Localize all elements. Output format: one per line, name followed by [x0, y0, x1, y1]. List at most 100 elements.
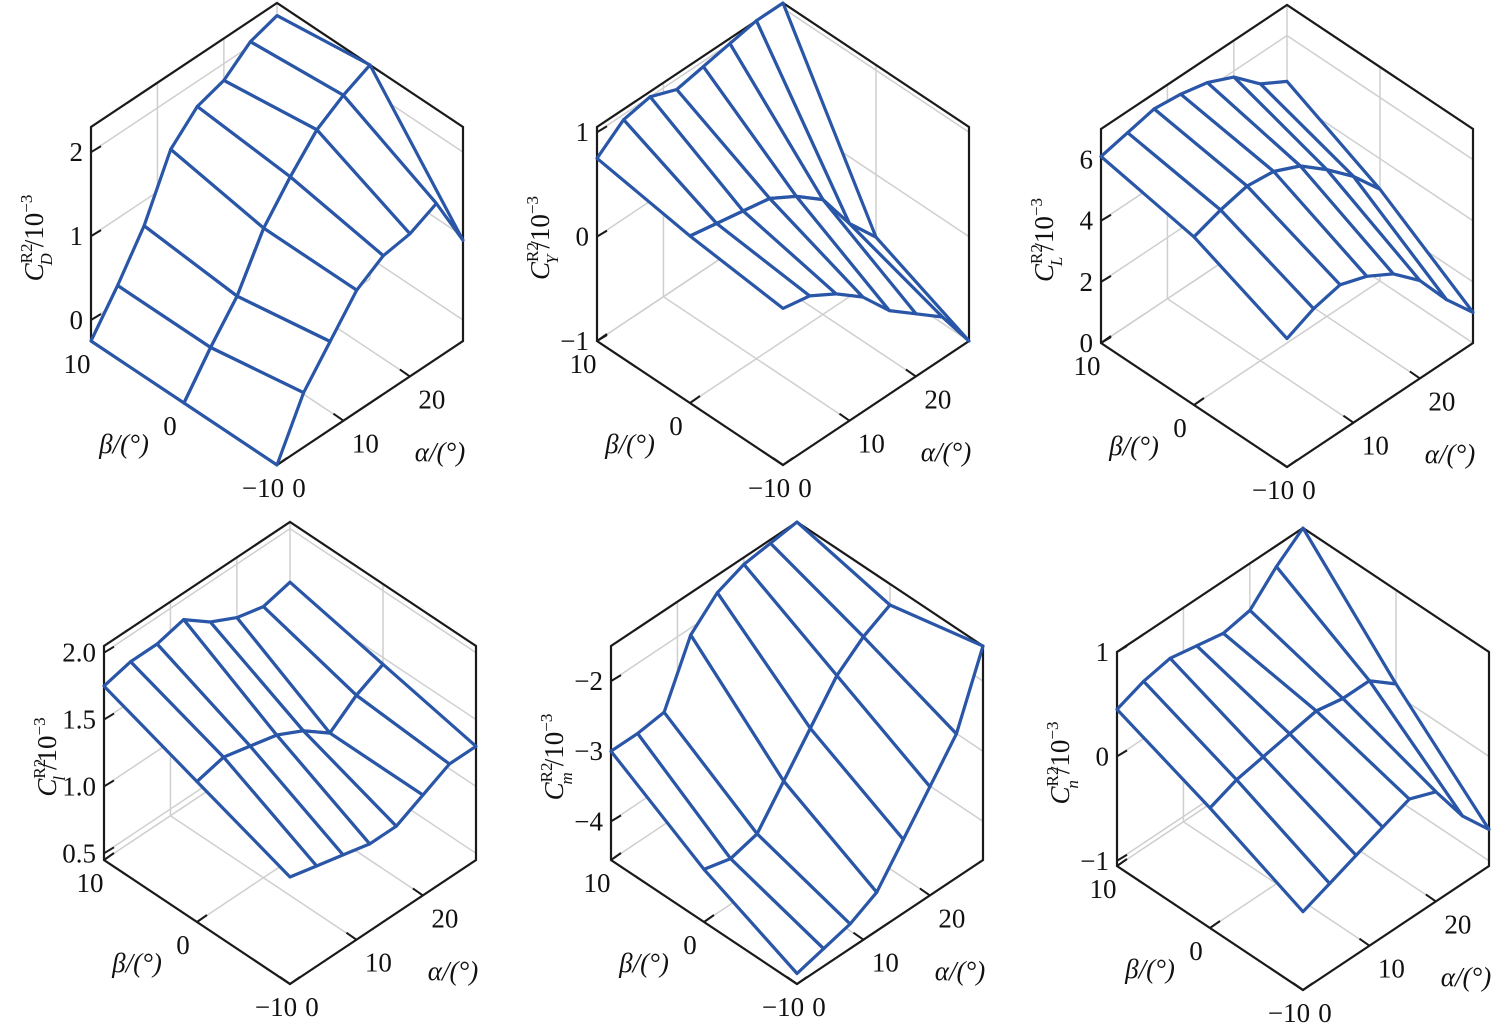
wall-gridline-z — [1286, 34, 1474, 161]
alpha-tick-label: 0 — [292, 473, 306, 503]
z-tick-mark — [610, 674, 622, 682]
z-axis-title-symbol: C — [1029, 263, 1059, 282]
z-axis-title-exp: −3 — [523, 196, 542, 214]
z-tick-mark — [1100, 213, 1112, 222]
beta-tick-mark — [1116, 858, 1128, 867]
beta-tick-label: 10 — [1090, 874, 1117, 904]
z-axis-title-sup: R2 — [1027, 244, 1046, 264]
z-tick-mark — [1116, 853, 1128, 862]
alpha-tick-mark — [1292, 982, 1304, 991]
alpha-tick-label: 10 — [1378, 954, 1405, 984]
wall-gridline-z — [289, 528, 477, 654]
alpha-tick-label: 0 — [798, 473, 812, 503]
z-axis-title-exp: −3 — [537, 714, 556, 732]
alpha-tick-mark — [412, 887, 424, 897]
z-tick-mark — [610, 814, 622, 823]
z-tick-label: 1 — [70, 221, 84, 251]
alpha-tick-label: 20 — [924, 384, 951, 414]
alpha-tick-mark — [838, 412, 851, 422]
z-axis-title-sub: Y — [543, 253, 562, 264]
alpha-tick-label: 20 — [431, 903, 458, 933]
beta-tick-label: 0 — [1173, 413, 1187, 443]
beta-tick-mark — [103, 852, 115, 861]
alpha-tick-label: 10 — [858, 429, 885, 459]
wall-gridline-z — [103, 528, 291, 654]
alpha-tick-mark — [1425, 893, 1437, 903]
beta-tick-label: 10 — [1074, 351, 1101, 381]
z-tick-label: 1.0 — [62, 771, 96, 801]
z-tick-mark — [103, 645, 115, 654]
alpha-tick-label: 20 — [418, 384, 445, 414]
alpha-tick-mark — [919, 887, 931, 897]
beta-tick-label: −10 — [242, 473, 284, 503]
z-axis-title-sup: R2 — [30, 759, 49, 779]
z-tick-label: 2 — [1080, 267, 1094, 297]
beta-tick-label: 10 — [64, 349, 91, 379]
beta-tick-label: 0 — [163, 411, 177, 441]
wall-gridline-z — [782, 7, 970, 133]
beta-tick-label: 10 — [570, 349, 597, 379]
z-tick-label: −1 — [1080, 846, 1109, 876]
z-tick-mark — [596, 229, 608, 238]
beta-tick-mark — [689, 395, 701, 404]
z-tick-label: 0 — [1096, 741, 1110, 771]
alpha-tick-label: 0 — [1318, 998, 1332, 1026]
z-axis-title: CR2n/10−3 — [1043, 722, 1082, 805]
z-axis-title: CR2D/10−3 — [17, 195, 56, 282]
surface-plot-1: 0 1 2 −10 0 10 0 10 20 β/(°) α/(°) CR2D/10−3 — [17, 1, 465, 503]
beta-tick-mark — [703, 914, 715, 923]
beta-tick-label: −10 — [748, 473, 790, 503]
beta-tick-mark — [1286, 459, 1298, 468]
z-tick-mark — [1116, 645, 1128, 653]
z-tick-label: 0.5 — [62, 838, 96, 868]
z-axis-title-sup: R2 — [1043, 767, 1062, 787]
z-axis-title-exp: −3 — [1043, 722, 1062, 740]
alpha-axis-title: α/(°) — [1441, 962, 1491, 992]
alpha-tick-mark — [1358, 937, 1371, 947]
surface-cell — [1192, 208, 1316, 341]
z-axis-title-exp: −3 — [1027, 198, 1046, 216]
beta-axis-title: β/(°) — [111, 948, 162, 978]
surface-plot-4: 0.5 1.0 1.5 2.0 −10 0 10 0 10 20 β/(°) α/(°) CR2l/10… — [30, 520, 478, 1022]
alpha-tick-label: 20 — [938, 903, 965, 933]
z-axis-title-unit: /10 — [525, 214, 555, 249]
beta-tick-mark — [1209, 920, 1221, 929]
beta-tick-label: −10 — [1268, 998, 1310, 1026]
z-axis-title: CR2L/10−3 — [1027, 198, 1066, 282]
beta-tick-label: −10 — [255, 992, 297, 1022]
z-tick-label: −3 — [574, 736, 603, 766]
alpha-tick-mark — [1409, 370, 1421, 380]
beta-axis-title: β/(°) — [98, 429, 149, 459]
alpha-tick-mark — [772, 457, 784, 466]
alpha-tick-mark — [345, 931, 358, 941]
z-tick-label: 2.0 — [62, 638, 96, 668]
alpha-tick-mark — [332, 412, 345, 422]
z-tick-label: 0 — [70, 305, 84, 335]
z-tick-label: 0 — [576, 222, 590, 252]
beta-tick-label: 10 — [77, 868, 104, 898]
alpha-tick-label: 10 — [365, 948, 392, 978]
alpha-tick-label: 20 — [1428, 386, 1455, 416]
z-axis-title-exp: −3 — [30, 717, 49, 735]
alpha-axis-title: α/(°) — [415, 437, 465, 467]
floor-gridline-beta — [1193, 280, 1381, 406]
z-axis-title-symbol: C — [1045, 785, 1075, 804]
z-tick-mark — [103, 846, 115, 855]
surface-cell — [688, 221, 812, 310]
alpha-tick-label: 10 — [1362, 431, 1389, 461]
beta-tick-label: −10 — [1252, 475, 1294, 505]
surface-cell — [1208, 778, 1332, 914]
surface-plot-5: −4 −3 −2 −10 0 10 0 10 20 β/(°) α/(°) CR2m/10−3 — [537, 520, 985, 1022]
z-tick-label: 1.5 — [62, 705, 96, 735]
alpha-axis-title: α/(°) — [921, 437, 971, 467]
z-axis-title-sub: l — [50, 776, 69, 781]
beta-tick-label: 0 — [669, 411, 683, 441]
z-axis-title-unit: /10 — [19, 213, 49, 248]
z-tick-mark — [103, 712, 115, 721]
beta-tick-mark — [1193, 397, 1205, 406]
z-axis-title-sup: R2 — [523, 242, 542, 262]
z-tick-mark — [596, 125, 608, 134]
alpha-tick-mark — [1342, 414, 1355, 424]
